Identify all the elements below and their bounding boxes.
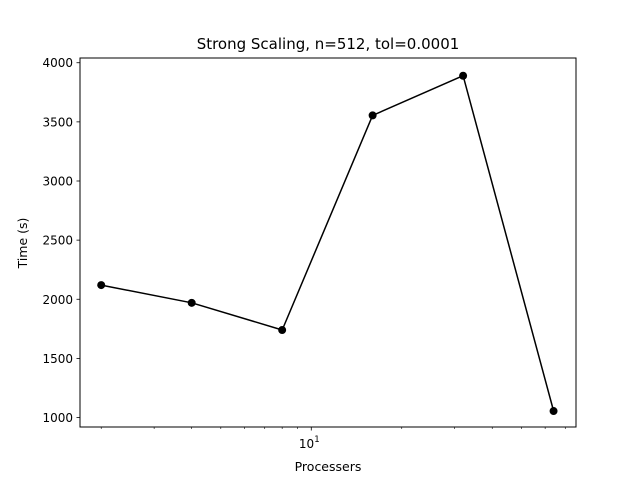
- axes-frame: [79, 57, 577, 428]
- data-point: [549, 407, 558, 416]
- data-point: [278, 326, 287, 335]
- y-tick-label: 1500: [42, 352, 73, 366]
- data-point: [459, 71, 468, 80]
- x-tick-label: 101: [299, 435, 320, 451]
- y-tick-label: 3500: [42, 115, 73, 129]
- data-point: [97, 281, 106, 290]
- y-tick-label: 3000: [42, 175, 73, 189]
- y-tick-label: 2000: [42, 293, 73, 307]
- data-point: [368, 111, 377, 120]
- y-tick-label: 2500: [42, 234, 73, 248]
- y-tick-label: 4000: [42, 56, 73, 70]
- y-axis-label: Time (s): [15, 218, 30, 270]
- x-axis-label: Processers: [295, 459, 362, 474]
- series-line: [101, 74, 555, 412]
- y-tick-label: 1000: [42, 411, 73, 425]
- data-point: [187, 298, 196, 307]
- chart-title: Strong Scaling, n=512, tol=0.0001: [197, 35, 460, 53]
- plot-area: 1000 1500 2000 2500 3000 3500 4000 101: [42, 56, 566, 451]
